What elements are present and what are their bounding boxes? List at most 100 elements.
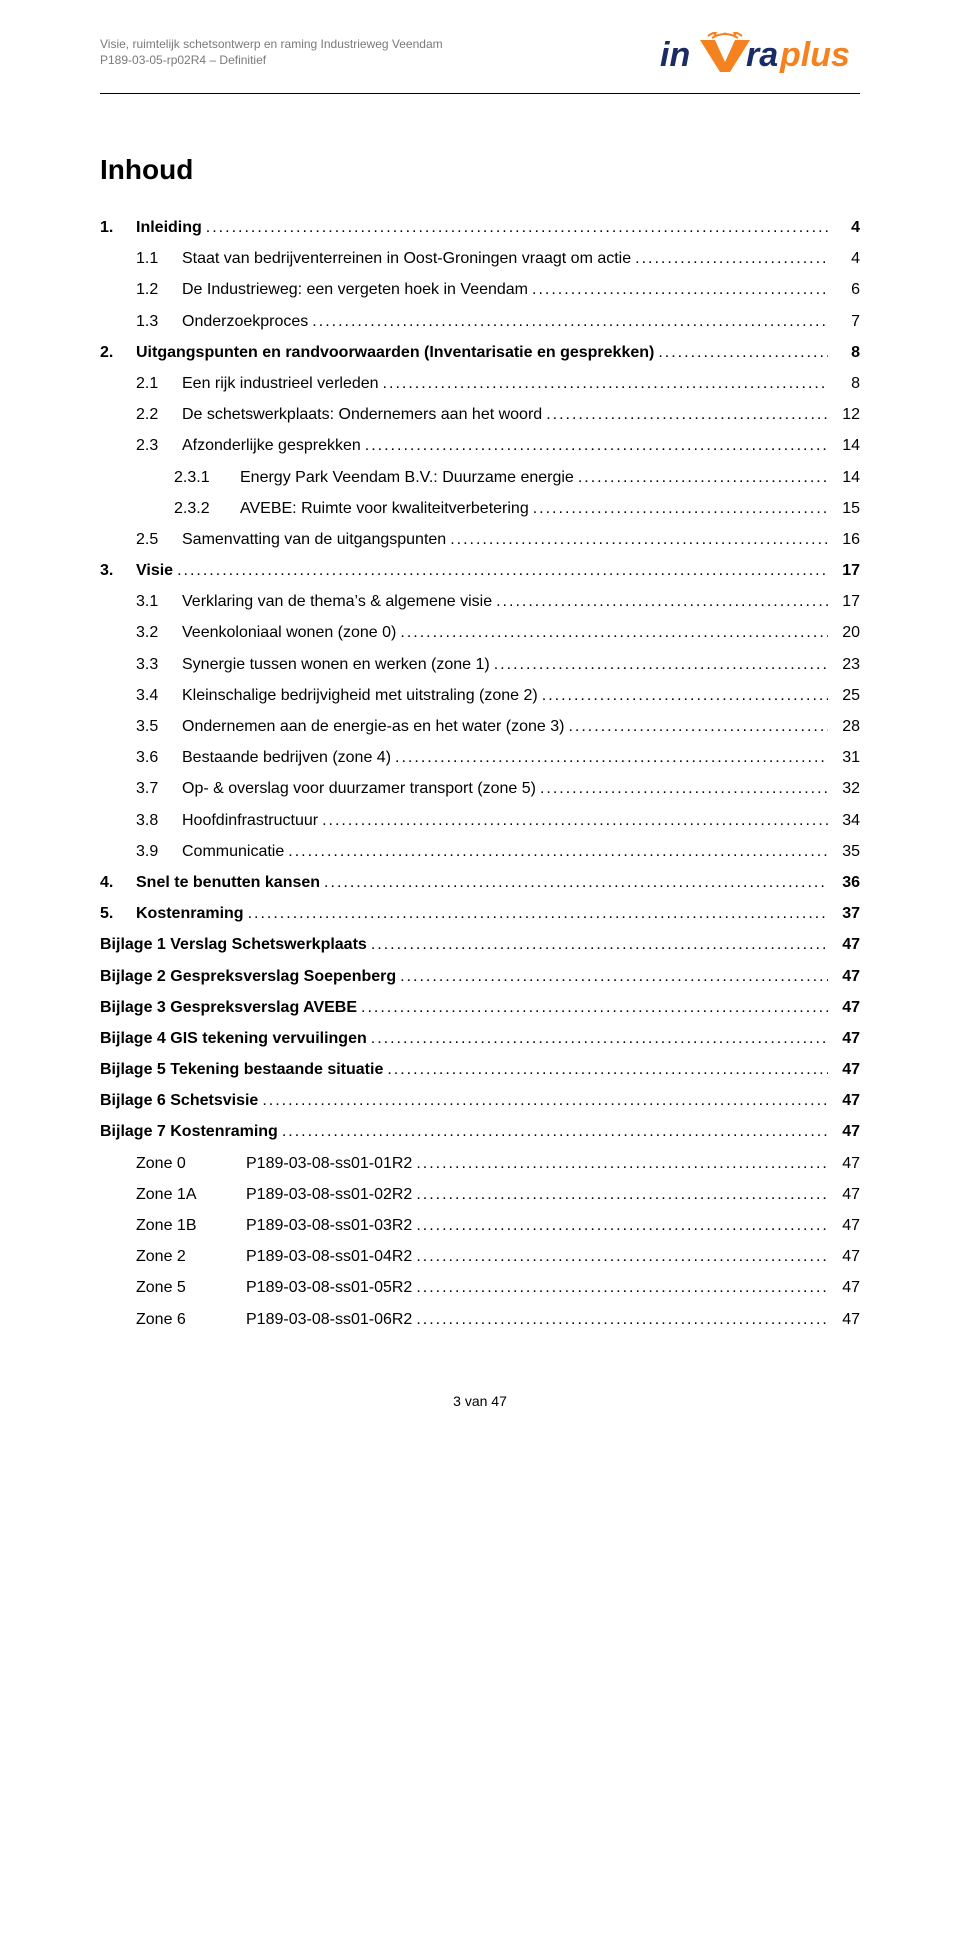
toc-page: 7 <box>832 308 860 335</box>
toc-leader <box>540 775 828 802</box>
toc-number: 2.1 <box>136 370 182 397</box>
toc-number: 2.3 <box>136 432 182 459</box>
toc-leader <box>262 1087 828 1114</box>
toc-page: 47 <box>832 1087 860 1114</box>
page-container: Visie, ruimtelijk schetsontwerp en ramin… <box>0 0 960 1459</box>
toc-label: Bijlage 6 Schetsvisie <box>100 1087 258 1114</box>
toc-leader <box>658 339 828 366</box>
toc-leader <box>282 1118 828 1145</box>
toc-label: Communicatie <box>182 838 284 865</box>
toc-leader <box>542 682 828 709</box>
toc-leader <box>532 276 828 303</box>
toc-label: Uitgangspunten en randvoorwaarden (Inven… <box>136 339 654 366</box>
toc-page: 23 <box>832 651 860 678</box>
toc-row: 4.Snel te benutten kansen36 <box>100 869 860 896</box>
toc-label: Zone 1AP189-03-08-ss01-02R2 <box>136 1181 412 1208</box>
toc-leader <box>416 1181 828 1208</box>
toc-number: 3.5 <box>136 713 182 740</box>
toc-number: 3. <box>100 557 136 584</box>
logo: in ra plus <box>660 32 860 85</box>
toc-label: AVEBE: Ruimte voor kwaliteitverbetering <box>240 495 529 522</box>
toc-label: Zone 6P189-03-08-ss01-06R2 <box>136 1306 412 1333</box>
toc-page: 14 <box>832 432 860 459</box>
toc-leader <box>361 994 828 1021</box>
toc-label: Kleinschalige bedrijvigheid met uitstral… <box>182 682 538 709</box>
toc-label: Bijlage 3 Gespreksverslag AVEBE <box>100 994 357 1021</box>
toc-leader <box>288 838 828 865</box>
toc-row: 1.3Onderzoekproces7 <box>100 308 860 335</box>
toc-page: 8 <box>832 339 860 366</box>
toc-row: 2.3.2AVEBE: Ruimte voor kwaliteitverbete… <box>100 495 860 522</box>
page-title: Inhoud <box>100 154 860 186</box>
toc-row: Zone 5P189-03-08-ss01-05R247 <box>100 1274 860 1301</box>
toc-leader <box>365 432 828 459</box>
toc-page: 17 <box>832 588 860 615</box>
toc-number: 3.1 <box>136 588 182 615</box>
toc-leader <box>416 1274 828 1301</box>
toc-number: 3.4 <box>136 682 182 709</box>
toc-page: 14 <box>832 464 860 491</box>
toc-number: 3.3 <box>136 651 182 678</box>
toc-row: 2.5Samenvatting van de uitgangspunten 16 <box>100 526 860 553</box>
toc-page: 31 <box>832 744 860 771</box>
toc-label: Zone 5P189-03-08-ss01-05R2 <box>136 1274 412 1301</box>
toc-row: 2.Uitgangspunten en randvoorwaarden (Inv… <box>100 339 860 366</box>
svg-text:in: in <box>660 36 690 74</box>
toc-leader <box>371 1025 828 1052</box>
toc-label: De schetswerkplaats: Ondernemers aan het… <box>182 401 542 428</box>
toc-label: Zone 1BP189-03-08-ss01-03R2 <box>136 1212 412 1239</box>
header-line2: P189-03-05-rp02R4 – Definitief <box>100 52 443 68</box>
header-meta: Visie, ruimtelijk schetsontwerp en ramin… <box>100 36 443 68</box>
toc-label: Synergie tussen wonen en werken (zone 1) <box>182 651 490 678</box>
toc-number: 3.7 <box>136 775 182 802</box>
toc-row: 3.6Bestaande bedrijven (zone 4)31 <box>100 744 860 771</box>
toc-page: 28 <box>832 713 860 740</box>
toc-row: Zone 1BP189-03-08-ss01-03R2 47 <box>100 1212 860 1239</box>
toc-page: 47 <box>832 1025 860 1052</box>
toc-label: Bijlage 1 Verslag Schetswerkplaats <box>100 931 367 958</box>
toc-number: 2.5 <box>136 526 182 553</box>
toc-label: Staat van bedrijventerreinen in Oost-Gro… <box>182 245 631 272</box>
toc-row: 1.1Staat van bedrijventerreinen in Oost-… <box>100 245 860 272</box>
toc-row: Zone 6P189-03-08-ss01-06R247 <box>100 1306 860 1333</box>
toc-label: Bestaande bedrijven (zone 4) <box>182 744 391 771</box>
toc-row: 3.2Veenkoloniaal wonen (zone 0)20 <box>100 619 860 646</box>
toc-label: Kostenraming <box>136 900 244 927</box>
toc-row: Bijlage 6 Schetsvisie 47 <box>100 1087 860 1114</box>
toc-number: 1. <box>100 214 136 241</box>
page-footer: 3 van 47 <box>100 1393 860 1409</box>
toc-label: Onderzoekproces <box>182 308 308 335</box>
toc-page: 47 <box>832 1118 860 1145</box>
toc-row: 3.8Hoofdinfrastructuur34 <box>100 807 860 834</box>
toc-page: 47 <box>832 1243 860 1270</box>
header-rule <box>100 93 860 94</box>
toc-leader <box>546 401 828 428</box>
toc-leader <box>416 1243 828 1270</box>
toc-number: 3.9 <box>136 838 182 865</box>
toc-page: 16 <box>832 526 860 553</box>
toc-label: Inleiding <box>136 214 202 241</box>
toc-row: Zone 1AP189-03-08-ss01-02R2 47 <box>100 1181 860 1208</box>
toc-row: Bijlage 1 Verslag Schetswerkplaats47 <box>100 931 860 958</box>
toc-row: 3.5Ondernemen aan de energie-as en het w… <box>100 713 860 740</box>
toc-number: 2.2 <box>136 401 182 428</box>
toc-leader <box>400 963 828 990</box>
toc-row: 3.1Verklaring van de thema’s & algemene … <box>100 588 860 615</box>
toc-row: 1.2De Industrieweg: een vergeten hoek in… <box>100 276 860 303</box>
toc-page: 25 <box>832 682 860 709</box>
toc-leader <box>177 557 828 584</box>
toc-leader <box>635 245 828 272</box>
toc-page: 47 <box>832 994 860 1021</box>
toc-page: 47 <box>832 1212 860 1239</box>
toc-label: Bijlage 7 Kostenraming <box>100 1118 278 1145</box>
page-header: Visie, ruimtelijk schetsontwerp en ramin… <box>100 36 860 85</box>
toc-label: Zone 2P189-03-08-ss01-04R2 <box>136 1243 412 1270</box>
toc-page: 4 <box>832 214 860 241</box>
toc-leader <box>416 1150 828 1177</box>
toc-row: 2.2De schetswerkplaats: Ondernemers aan … <box>100 401 860 428</box>
toc-label: Samenvatting van de uitgangspunten <box>182 526 446 553</box>
toc-number: 3.8 <box>136 807 182 834</box>
toc-page: 47 <box>832 1181 860 1208</box>
toc-number: 4. <box>100 869 136 896</box>
toc-leader <box>248 900 828 927</box>
